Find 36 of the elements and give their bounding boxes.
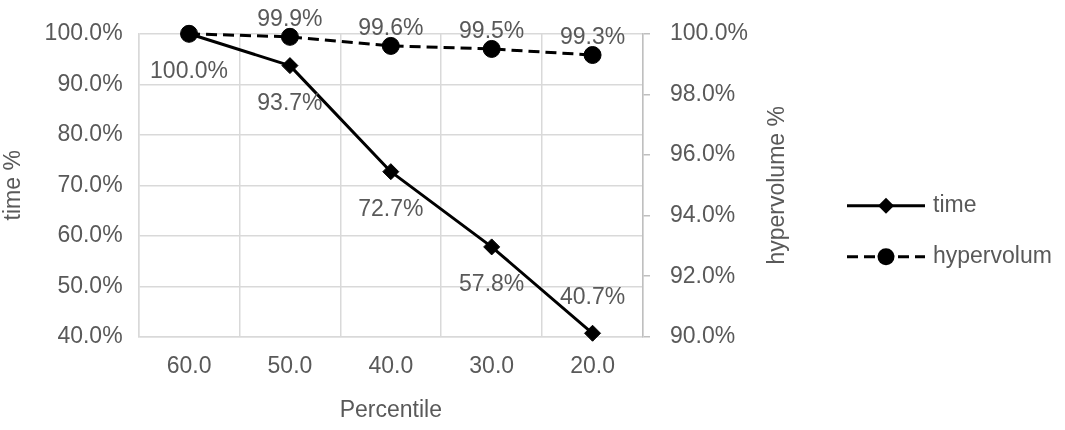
y-axis-title: time % xyxy=(0,150,26,221)
x-tick-label: 60.0 xyxy=(166,351,212,378)
point xyxy=(483,238,501,256)
y2-tick-label: 98.0% xyxy=(669,79,736,106)
point xyxy=(382,163,400,181)
data-label: 72.7% xyxy=(358,195,424,222)
y-tick-label: 100.0% xyxy=(44,19,123,46)
y2-tick-label: 92.0% xyxy=(669,261,736,288)
data-label: 100.0% xyxy=(150,57,229,84)
y-tick-label: 60.0% xyxy=(57,221,123,248)
y-tick-label: 80.0% xyxy=(57,120,123,147)
y-tick-label: 50.0% xyxy=(57,271,123,298)
legend-label: time xyxy=(933,191,977,218)
y2-axis-title: hypervolume % xyxy=(763,106,790,265)
y-tick-label: 70.0% xyxy=(57,170,123,197)
x-tick-label: 50.0 xyxy=(267,351,313,378)
x-tick-label: 30.0 xyxy=(469,351,515,378)
y2-tick-label: 100.0% xyxy=(669,19,749,46)
legend-label: hypervolum xyxy=(933,242,1052,269)
x-axis-title: Percentile xyxy=(339,395,442,422)
data-label: 99.9% xyxy=(257,5,323,32)
data-label: 57.8% xyxy=(459,270,525,297)
data-label: 40.7% xyxy=(559,282,626,309)
y2-tick-label: 96.0% xyxy=(669,140,736,167)
y2-tick-label: 90.0% xyxy=(669,322,736,349)
data-label: 99.3% xyxy=(559,23,626,50)
y-tick-label: 40.0% xyxy=(57,322,123,349)
point xyxy=(584,324,602,342)
y2-tick-label: 94.0% xyxy=(669,200,736,227)
data-label: 93.7% xyxy=(257,88,323,115)
x-tick-label: 20.0 xyxy=(570,351,615,378)
data-label: 99.5% xyxy=(459,17,525,44)
x-tick-label: 40.0 xyxy=(368,351,414,378)
data-label: 99.6% xyxy=(358,14,424,41)
y-tick-label: 90.0% xyxy=(57,69,123,96)
point xyxy=(281,57,299,75)
